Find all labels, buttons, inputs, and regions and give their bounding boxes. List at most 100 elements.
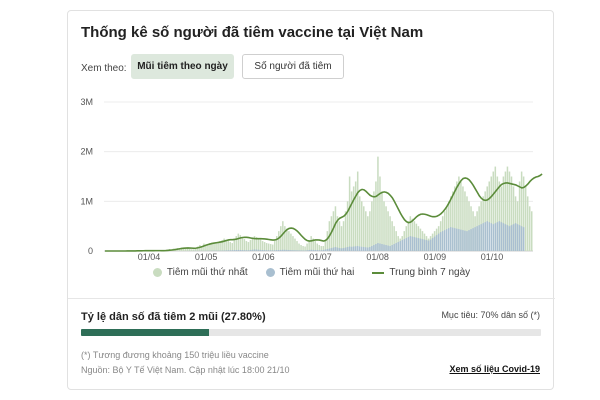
second-dose-bar[interactable] [397, 242, 399, 251]
second-dose-bar[interactable] [296, 250, 298, 251]
second-dose-bar[interactable] [302, 250, 304, 251]
second-dose-bar[interactable] [233, 250, 236, 251]
first-dose-bar[interactable] [391, 221, 393, 251]
first-dose-bar[interactable] [354, 181, 357, 251]
legend-second-dose[interactable]: Tiêm mũi thứ hai [265, 267, 354, 278]
first-dose-bar[interactable] [197, 246, 199, 251]
first-dose-bar[interactable] [332, 211, 335, 251]
second-dose-bar[interactable] [367, 247, 369, 251]
second-dose-bar[interactable] [486, 221, 488, 251]
first-dose-bar[interactable] [470, 206, 472, 251]
second-dose-bar[interactable] [520, 226, 523, 251]
first-dose-bar[interactable] [312, 238, 314, 251]
second-dose-bar[interactable] [231, 250, 234, 251]
first-dose-bar[interactable] [456, 181, 458, 251]
first-dose-bar[interactable] [253, 236, 256, 251]
first-dose-bar[interactable] [286, 228, 288, 251]
second-dose-bar[interactable] [273, 250, 276, 251]
first-dose-bar[interactable] [494, 166, 497, 251]
first-dose-bar[interactable] [352, 186, 355, 251]
first-dose-bar[interactable] [500, 186, 503, 251]
second-dose-bar[interactable] [401, 240, 403, 251]
first-dose-bar[interactable] [508, 171, 511, 251]
first-dose-bar[interactable] [213, 243, 215, 251]
first-dose-bar[interactable] [259, 239, 262, 251]
second-dose-bar[interactable] [510, 225, 513, 251]
first-dose-bar[interactable] [526, 196, 529, 251]
first-dose-bar[interactable] [300, 245, 302, 251]
second-dose-bar[interactable] [409, 236, 412, 251]
second-dose-bar[interactable] [257, 249, 260, 251]
second-dose-bar[interactable] [439, 232, 442, 251]
second-dose-bar[interactable] [454, 228, 456, 251]
second-dose-bar[interactable] [470, 229, 472, 251]
first-dose-bar[interactable] [322, 246, 325, 251]
second-dose-bar[interactable] [340, 248, 343, 251]
first-dose-bar[interactable] [498, 181, 501, 251]
first-dose-bar[interactable] [233, 238, 236, 251]
second-dose-bar[interactable] [425, 240, 428, 251]
first-dose-bar[interactable] [524, 186, 527, 251]
first-dose-bar[interactable] [379, 176, 381, 252]
second-dose-bar[interactable] [387, 245, 389, 251]
first-dose-bar[interactable] [263, 242, 266, 251]
first-dose-bar[interactable] [369, 211, 371, 251]
first-dose-bar[interactable] [265, 243, 268, 251]
first-dose-bar[interactable] [296, 241, 298, 251]
second-dose-bar[interactable] [312, 249, 314, 251]
first-dose-bar[interactable] [302, 246, 304, 251]
first-dose-bar[interactable] [205, 244, 207, 251]
first-dose-bar[interactable] [407, 221, 410, 251]
first-dose-bar[interactable] [318, 245, 321, 251]
first-dose-bar[interactable] [278, 231, 280, 251]
first-dose-bar[interactable] [215, 242, 217, 251]
second-dose-bar[interactable] [278, 250, 280, 251]
first-dose-bar[interactable] [496, 176, 499, 252]
first-dose-bar[interactable] [209, 243, 211, 251]
second-dose-bar[interactable] [421, 239, 424, 251]
first-dose-bar[interactable] [512, 186, 515, 251]
second-dose-bar[interactable] [371, 246, 373, 251]
second-dose-bar[interactable] [508, 226, 511, 251]
second-dose-bar[interactable] [360, 246, 363, 251]
first-dose-bar[interactable] [267, 243, 270, 251]
second-dose-bar[interactable] [280, 249, 282, 251]
first-dose-bar[interactable] [450, 196, 452, 251]
second-dose-bar[interactable] [306, 250, 308, 251]
second-dose-bar[interactable] [237, 249, 240, 251]
first-dose-bar[interactable] [193, 249, 195, 251]
first-dose-bar[interactable] [454, 186, 456, 251]
second-dose-bar[interactable] [431, 238, 434, 251]
second-dose-bar[interactable] [474, 227, 476, 251]
second-dose-bar[interactable] [393, 244, 395, 251]
first-dose-bar[interactable] [338, 221, 341, 251]
second-dose-bar[interactable] [358, 246, 361, 251]
second-dose-bar[interactable] [239, 250, 242, 251]
second-dose-bar[interactable] [263, 250, 266, 251]
second-dose-bar[interactable] [318, 250, 321, 251]
second-dose-bar[interactable] [472, 228, 474, 251]
second-dose-bar[interactable] [498, 221, 501, 251]
first-dose-bar[interactable] [203, 243, 205, 251]
first-dose-bar[interactable] [191, 249, 193, 251]
second-dose-bar[interactable] [460, 229, 462, 251]
first-dose-bar[interactable] [348, 176, 351, 252]
second-dose-bar[interactable] [427, 240, 430, 251]
first-dose-bar[interactable] [510, 176, 513, 252]
second-dose-bar[interactable] [484, 222, 486, 251]
second-dose-bar[interactable] [383, 244, 385, 251]
second-dose-bar[interactable] [448, 228, 450, 251]
second-dose-bar[interactable] [437, 233, 440, 251]
first-dose-bar[interactable] [271, 244, 274, 251]
second-dose-bar[interactable] [271, 250, 274, 251]
second-dose-bar[interactable] [249, 250, 252, 251]
second-dose-bar[interactable] [500, 222, 503, 251]
second-dose-bar[interactable] [423, 239, 426, 251]
second-dose-bar[interactable] [320, 250, 323, 251]
second-dose-bar[interactable] [379, 243, 381, 251]
second-dose-bar[interactable] [255, 249, 258, 251]
legend-first-dose[interactable]: Tiêm mũi thứ nhất [152, 267, 248, 278]
first-dose-bar[interactable] [211, 242, 213, 251]
second-dose-bar[interactable] [225, 250, 227, 251]
second-dose-bar[interactable] [267, 250, 270, 251]
